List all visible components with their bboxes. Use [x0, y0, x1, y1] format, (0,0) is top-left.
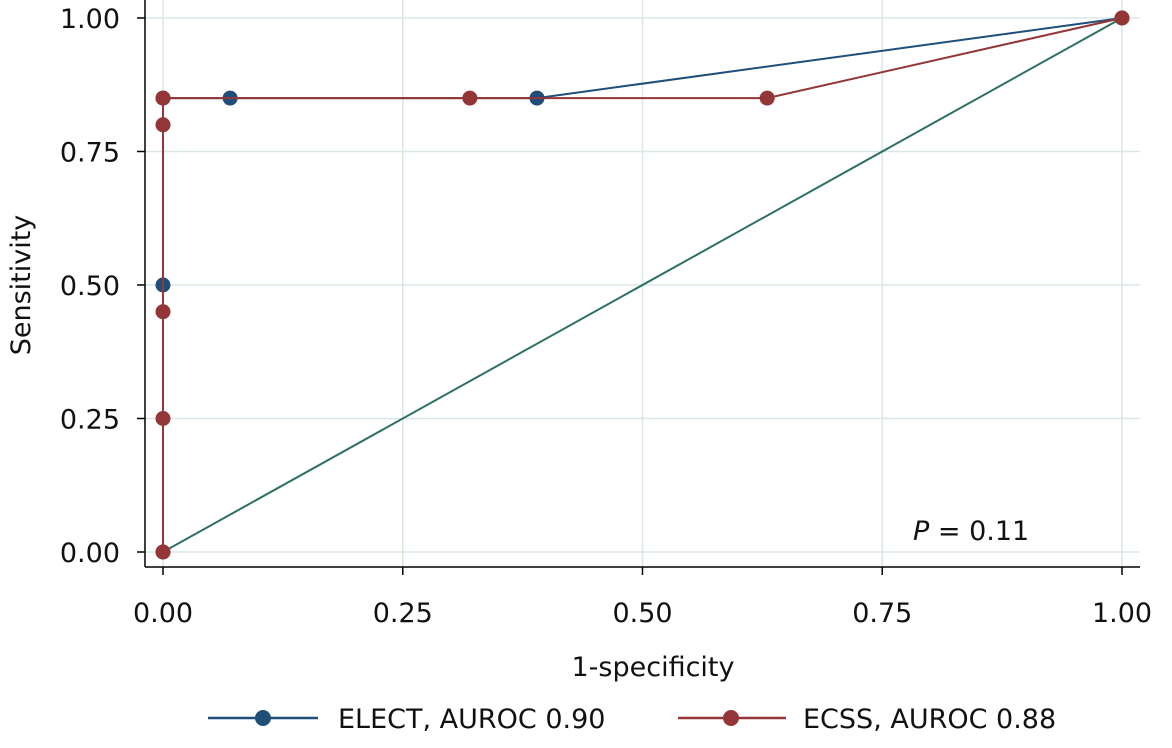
legend-label-elect: ELECT, AUROC 0.90 [338, 704, 605, 735]
data-point [155, 304, 171, 320]
x-tick-label: 1.00 [1092, 598, 1152, 629]
series-ecss [155, 10, 1130, 560]
legend-swatch-marker [723, 710, 739, 726]
x-tick-label: 0.75 [852, 598, 912, 629]
legend-label-ecss: ECSS, AUROC 0.88 [803, 704, 1056, 735]
y-tick-label: 1.00 [60, 4, 120, 35]
y-tick-label: 0.25 [60, 405, 120, 436]
reference-diagonal-line [162, 17, 1123, 553]
x-tick-label: 0.25 [373, 598, 433, 629]
data-point [1114, 10, 1130, 26]
p-value-text: = 0.11 [929, 516, 1029, 547]
series-line [162, 17, 1123, 552]
y-tick-label: 0.50 [60, 271, 120, 302]
x-tick-label: 0.00 [133, 598, 193, 629]
axes [137, 0, 1140, 575]
legend-item-elect: ELECT, AUROC 0.90 [208, 704, 605, 735]
x-tick-labels: 0.00 0.25 0.50 0.75 1.00 [133, 598, 1152, 629]
data-point [155, 117, 171, 133]
grid-lines [145, 0, 1140, 567]
series-layer [155, 10, 1130, 560]
p-value-annotation: P = 0.11 [913, 516, 1029, 547]
legend-swatch-marker [255, 710, 271, 726]
data-point [759, 90, 775, 106]
x-axis-title: 1-specificity [571, 652, 734, 683]
data-point [462, 90, 478, 106]
x-tick-label: 0.50 [612, 598, 672, 629]
data-point [155, 411, 171, 426]
y-axis-title: Sensitivity [6, 215, 37, 356]
data-point [155, 90, 171, 106]
y-tick-label: 0.00 [60, 538, 120, 569]
legend-item-ecss: ECSS, AUROC 0.88 [678, 704, 1056, 735]
y-tick-labels: 0.00 0.25 0.50 0.75 1.00 [60, 4, 120, 569]
reference-line-layer [162, 17, 1123, 553]
y-tick-label: 0.75 [60, 138, 120, 169]
data-point [155, 544, 171, 560]
p-label: P [913, 516, 930, 547]
legend: ELECT, AUROC 0.90 ECSS, AUROC 0.88 [208, 704, 1056, 735]
